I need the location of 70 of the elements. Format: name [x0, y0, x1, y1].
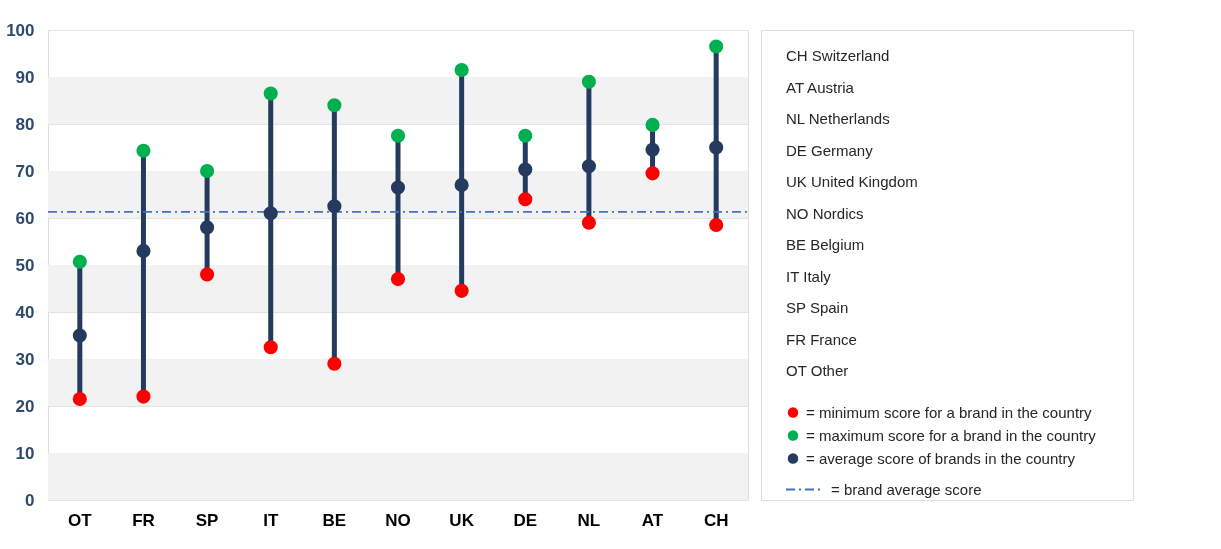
point: [645, 117, 660, 132]
y-tick-label: 100: [6, 20, 35, 40]
point: [709, 140, 724, 155]
point: [263, 340, 278, 355]
x-tick-label: CH: [703, 510, 729, 530]
point: [581, 159, 596, 174]
x-tick-label: BE: [322, 510, 347, 530]
x-tick-label: OT: [68, 510, 93, 530]
x-tick-label: AT: [641, 510, 664, 530]
x-tick-label: IT: [263, 510, 279, 530]
point: [200, 267, 215, 282]
point: [327, 356, 342, 371]
legend-label: = brand average score: [831, 480, 982, 498]
text: SP Spain: [786, 299, 849, 316]
text: CH Switzerland: [786, 47, 890, 64]
y-tick-label: 70: [15, 161, 35, 181]
text: AT Austria: [786, 78, 855, 96]
point: [72, 328, 87, 343]
point: [327, 199, 342, 214]
point: [200, 163, 215, 179]
point: [200, 220, 215, 235]
point: [327, 98, 342, 113]
x-tick-label: SP: [195, 510, 219, 530]
x-tick-label: FR: [132, 510, 155, 530]
point: [454, 178, 469, 193]
text: DE Germany: [786, 141, 874, 159]
point: [645, 166, 660, 181]
text: BE Belgium: [786, 236, 865, 253]
y-tick-label: 40: [15, 302, 35, 322]
legend-label: = minimum score for a brand in the country: [806, 403, 1093, 421]
text: IT Italy: [786, 267, 832, 285]
x-tick-label: NO: [385, 510, 411, 530]
point: [518, 162, 533, 177]
point: [390, 128, 406, 143]
x-tick-label: UK: [449, 510, 475, 530]
y-tick-label: 80: [15, 114, 35, 134]
point: [454, 283, 469, 298]
point: [263, 206, 278, 221]
text: NL Netherlands: [786, 110, 890, 127]
point: [72, 391, 87, 407]
point: [263, 86, 278, 101]
text: UK United Kingdom: [786, 173, 918, 190]
text: FR France: [786, 330, 857, 348]
point: [390, 180, 406, 195]
point: [518, 192, 533, 207]
legend-label: = maximum score for a brand in the country: [806, 426, 1097, 444]
point: [518, 128, 533, 143]
point: [72, 254, 87, 269]
y-tick-label: 0: [25, 490, 35, 510]
text: NO Nordics: [786, 204, 864, 222]
y-tick-label: 50: [15, 255, 35, 275]
y-tick-label: 90: [15, 67, 35, 87]
point: [454, 62, 469, 78]
point: [645, 142, 660, 157]
point: [136, 143, 151, 158]
point: [581, 74, 596, 89]
text: OT Other: [786, 362, 849, 379]
y-tick-label: 10: [15, 443, 35, 463]
point: [709, 217, 724, 233]
y-tick-label: 60: [15, 208, 35, 228]
point: [390, 272, 406, 287]
legend-label: = average score of brands in the country: [806, 449, 1076, 467]
point: [581, 215, 596, 230]
y-tick-label: 20: [15, 396, 35, 416]
point: [136, 389, 151, 404]
point: [136, 243, 151, 258]
x-tick-label: DE: [513, 510, 538, 530]
point: [709, 39, 724, 54]
x-tick-label: NL: [577, 510, 601, 530]
y-tick-label: 30: [15, 349, 35, 369]
